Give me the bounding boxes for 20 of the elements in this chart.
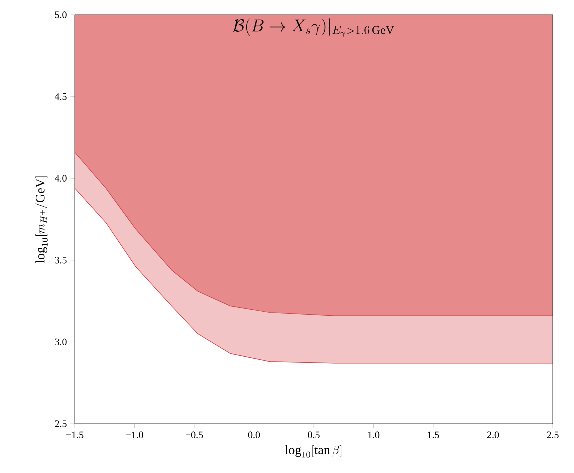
y-tick-label: 4.0 bbox=[54, 175, 67, 182]
y-axis-title: $\log_{10}[m_{H^+}/\mathrm{GeV}]$ bbox=[36, 176, 48, 264]
y-tick-label: 5.0 bbox=[55, 12, 67, 18]
y-tick-label: 3.0 bbox=[55, 338, 67, 346]
x-tick-label: 2.5 bbox=[547, 432, 559, 439]
x-tick-label: −0.5 bbox=[186, 432, 204, 439]
y-tick-label: 4.5 bbox=[54, 93, 67, 100]
line-series bbox=[75, 152, 554, 316]
text: $\mathcal{B}(B\to X_s\gamma)|_{E_\gamma>1.6\,\mathrm{GeV}}$ bbox=[234, 18, 394, 38]
x-tick-label: 0.0 bbox=[248, 432, 260, 439]
x-axis-title: $\log_{10}[\tan\beta]$ bbox=[285, 445, 342, 458]
y-tick-label: 3.5 bbox=[55, 257, 67, 264]
x-tick-label: 0.5 bbox=[308, 432, 320, 439]
line-series bbox=[75, 188, 554, 364]
x-tick-label: 2.0 bbox=[487, 432, 500, 439]
y-tick-label: 2.5 bbox=[55, 420, 67, 428]
x-tick-label: 1.0 bbox=[368, 432, 380, 439]
x-tick-label: −1.0 bbox=[126, 432, 144, 439]
x-tick-label: −1.5 bbox=[66, 432, 84, 438]
x-tick-label: 1.5 bbox=[428, 432, 440, 438]
